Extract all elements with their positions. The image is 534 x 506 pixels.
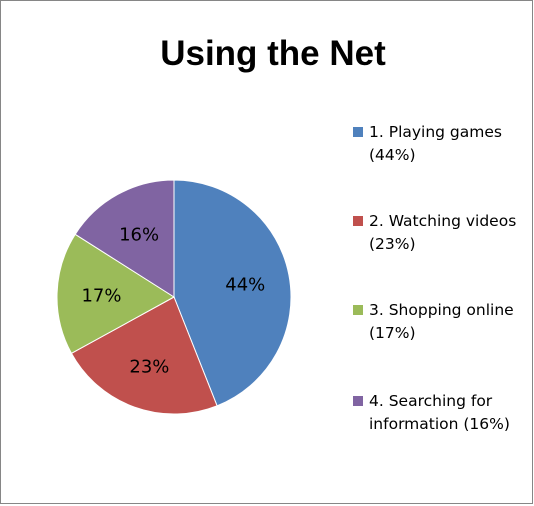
pie-slice-playing-games — [173, 179, 292, 407]
legend-swatch-watching-videos — [353, 216, 363, 226]
pie-slice-watching-videos — [70, 296, 218, 415]
legend-item-shopping-online: 3. Shopping online (17%) — [353, 299, 528, 345]
legend-swatch-searching-information — [353, 396, 363, 406]
legend-item-watching-videos: 2. Watching videos (23%) — [353, 210, 528, 256]
legend-label-searching-information: 4. Searching for information (16%) — [369, 392, 510, 433]
legend-label-playing-games: 1. Playing games (44%) — [369, 123, 502, 164]
slice-label-searching-information: 16% — [119, 224, 159, 245]
pie-slice-shopping-online — [56, 233, 175, 355]
legend-swatch-playing-games — [353, 127, 363, 137]
slice-label-playing-games: 44% — [225, 274, 265, 295]
legend-item-searching-information: 4. Searching for information (16%) — [353, 390, 528, 436]
legend-label-watching-videos: 2. Watching videos (23%) — [369, 212, 517, 253]
legend-swatch-shopping-online — [353, 305, 363, 315]
slice-label-watching-videos: 23% — [129, 356, 169, 377]
legend-label-shopping-online: 3. Shopping online (17%) — [369, 301, 514, 342]
legend-item-playing-games: 1. Playing games (44%) — [353, 121, 528, 167]
chart-title: Using the Net — [160, 34, 386, 73]
pie-slice-searching-information — [74, 179, 175, 298]
slice-label-shopping-online: 17% — [81, 286, 121, 307]
